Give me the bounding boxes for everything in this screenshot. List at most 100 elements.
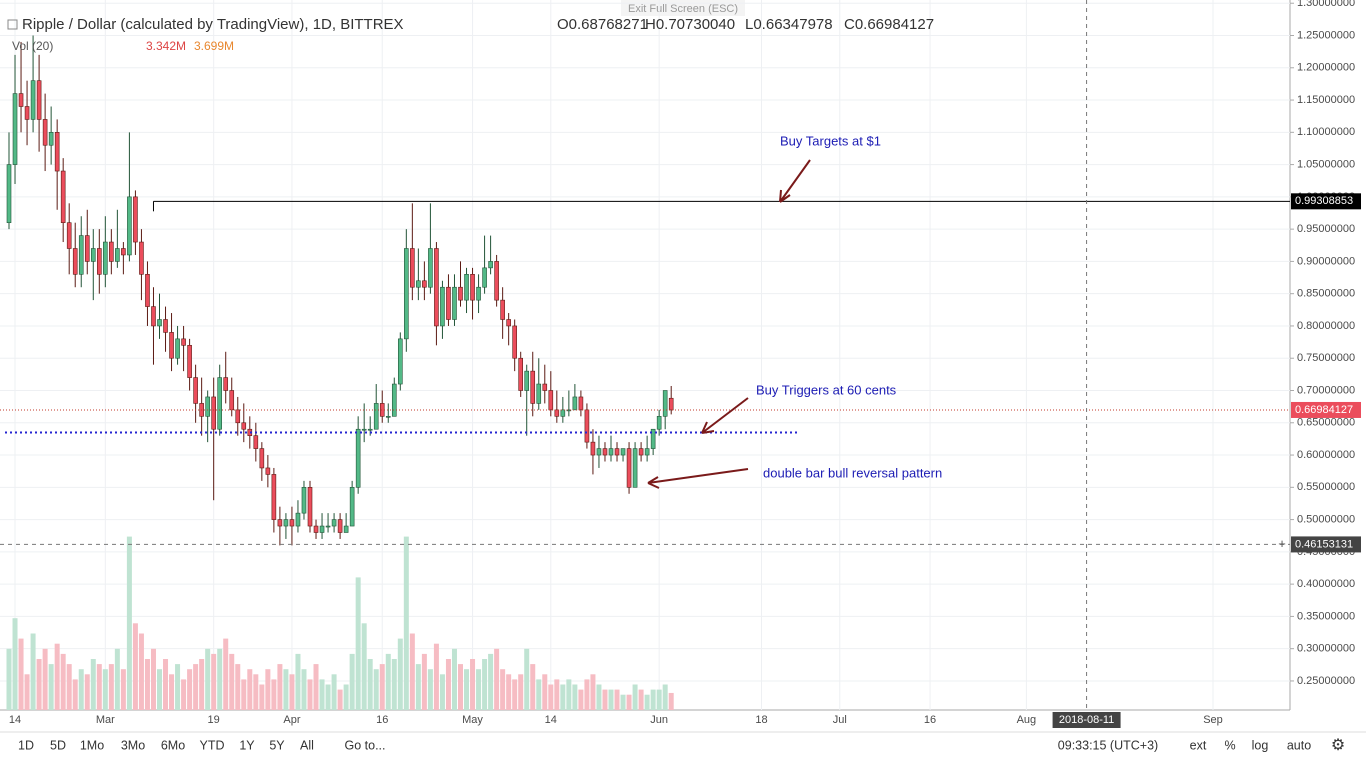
candle-body — [361, 428, 367, 431]
overlays: 0.99308853 0.66984127 0.46153131 2018-08-11… — [0, 0, 1361, 728]
y-tick-label: 1.10000000 — [1297, 126, 1355, 138]
volume-bar — [590, 674, 596, 710]
arrow — [779, 159, 811, 203]
y-tick-label: 0.90000000 — [1297, 255, 1355, 267]
candle-body — [367, 428, 373, 431]
volume-bar — [126, 536, 132, 710]
volume-bar — [482, 659, 488, 710]
candle-body — [265, 467, 271, 475]
range-button[interactable]: All — [300, 738, 314, 752]
range-button[interactable]: 5Y — [269, 738, 285, 752]
volume-bar — [433, 643, 439, 710]
volume-bar — [277, 664, 283, 710]
volume-bar — [157, 669, 162, 710]
volume-bar — [54, 643, 60, 710]
volume-bar — [102, 669, 108, 710]
volume-bar — [379, 664, 385, 710]
y-tick-label: 0.25000000 — [1297, 675, 1355, 687]
volume-bar — [90, 659, 96, 710]
candle-body — [542, 383, 548, 391]
volume-bar — [301, 669, 307, 710]
volume-bar — [132, 623, 138, 710]
candle-body — [295, 512, 301, 527]
volume-bar — [451, 648, 457, 710]
y-tick-label: 0.55000000 — [1297, 481, 1355, 493]
volume-bar — [632, 684, 638, 710]
y-tick-label: 0.65000000 — [1297, 417, 1355, 429]
x-tick-label: Sep — [1203, 714, 1223, 726]
ohlc-close: C0.66984127 — [844, 16, 934, 33]
candle-body — [656, 416, 662, 430]
exit-fullscreen-bg[interactable] — [621, 0, 745, 16]
volume-bar — [12, 618, 18, 710]
y-tick-label: 0.40000000 — [1297, 578, 1355, 590]
settings-icon[interactable]: ⚙ — [1331, 737, 1345, 754]
candle-body — [115, 248, 120, 262]
volume-bar — [120, 669, 126, 710]
volume-bar — [295, 653, 301, 710]
volume-bar — [415, 664, 421, 710]
candle-body — [422, 280, 427, 288]
volume-bar — [18, 638, 24, 710]
candle-body — [404, 248, 409, 340]
volume-bar — [638, 689, 644, 710]
option-button[interactable]: auto — [1287, 738, 1311, 752]
volume-bar — [584, 679, 590, 710]
candle-body — [78, 235, 84, 275]
candle-body — [638, 448, 644, 456]
candle-body — [30, 80, 36, 120]
y-tick-label: 0.35000000 — [1297, 610, 1355, 622]
volume-bar — [84, 674, 90, 710]
range-button[interactable]: 1Mo — [80, 738, 104, 752]
candle-body — [602, 448, 608, 456]
y-tick-label: 0.30000000 — [1297, 643, 1355, 655]
range-button[interactable]: 1Y — [239, 738, 255, 752]
volume-bar — [193, 664, 199, 710]
candle-body — [632, 448, 638, 488]
exit-fullscreen[interactable]: Exit Full Screen (ESC) — [628, 3, 738, 15]
option-button[interactable]: ext — [1190, 738, 1207, 752]
volume-bar — [626, 694, 632, 710]
range-button[interactable]: 1D — [18, 738, 34, 752]
volume-bar — [217, 648, 223, 710]
range-button[interactable]: 3Mo — [121, 738, 145, 752]
candle-body — [121, 248, 126, 256]
volume-bar — [367, 659, 373, 710]
volume-bar — [560, 684, 566, 710]
range-button[interactable]: 5D — [50, 738, 66, 752]
option-button[interactable]: % — [1224, 738, 1235, 752]
candle-body — [512, 325, 517, 359]
volume-bar — [211, 653, 217, 710]
y-tick-label: 0.75000000 — [1297, 352, 1355, 364]
volume-bar — [427, 669, 433, 710]
range-button[interactable]: 6Mo — [161, 738, 185, 752]
candle-body — [6, 164, 12, 223]
range-button[interactable]: YTD — [200, 738, 225, 752]
volume-bar — [506, 674, 512, 710]
goto[interactable]: Go to... — [345, 738, 386, 752]
option-button[interactable]: log — [1252, 738, 1269, 752]
candle-body — [500, 299, 505, 320]
candle-body — [434, 248, 439, 327]
annotation: double bar bull reversal pattern — [763, 465, 942, 480]
y-tick-label: 1.05000000 — [1297, 158, 1355, 170]
y-tick-label: 1.25000000 — [1297, 29, 1355, 41]
volume-bar — [108, 664, 114, 710]
candle-body — [223, 377, 229, 391]
volume-ma: 3.699M — [194, 39, 234, 53]
candle-body — [325, 525, 331, 528]
volume-bar — [247, 669, 253, 710]
grid: 0.25000000 0.30000000 0.35000000 0.40000000… — [0, 0, 1355, 726]
candle-body — [548, 390, 554, 411]
candle-body — [391, 383, 397, 417]
volume-bar — [78, 669, 84, 710]
candle-body — [127, 196, 132, 256]
volume-bar — [518, 674, 524, 710]
volume-bar — [530, 664, 536, 710]
volume-bar — [512, 679, 518, 710]
candle-body — [560, 409, 566, 417]
volume-bar — [325, 684, 331, 710]
x-tick-label: Aug — [1017, 714, 1037, 726]
volume-bar — [614, 689, 620, 710]
collapse-icon[interactable] — [7, 19, 18, 30]
